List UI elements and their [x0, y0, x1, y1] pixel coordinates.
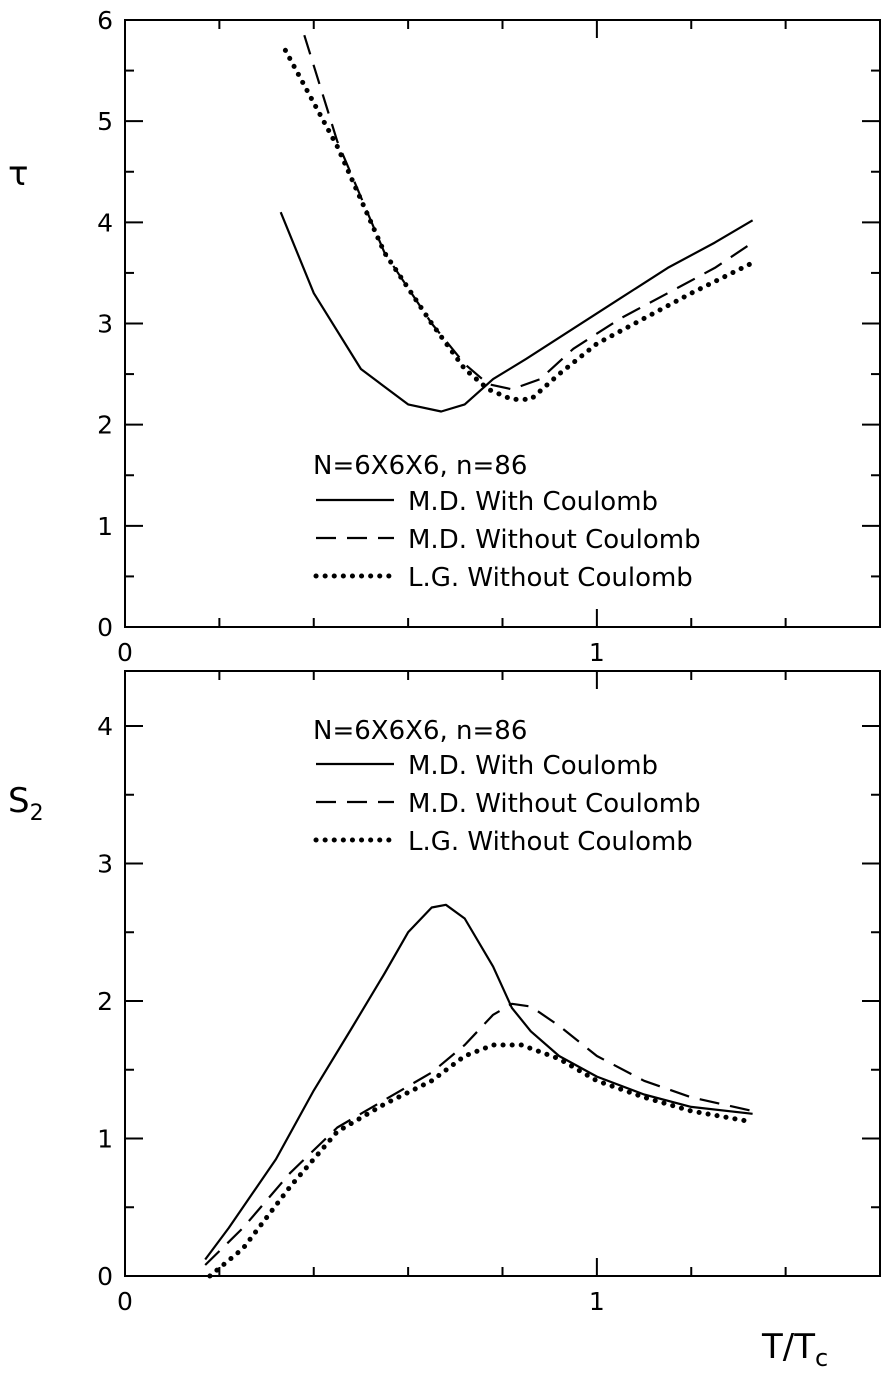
- tau-legend-label: M.D. Without Coulomb: [408, 525, 701, 555]
- tau-y-tick-label: 6: [97, 6, 113, 35]
- tau-y-tick-label: 2: [97, 411, 113, 440]
- x-axis-label: T/Tc: [761, 1327, 828, 1372]
- s2-legend-title: N=6X6X6, n=86: [313, 716, 527, 746]
- tau-legend-title: N=6X6X6, n=86: [313, 451, 527, 481]
- tau-y-tick-label: 1: [97, 512, 113, 541]
- tau-y-axis-label: τ: [8, 154, 28, 194]
- tau-y-tick-label: 0: [97, 613, 113, 642]
- tau-x-tick-label: 0: [117, 638, 133, 667]
- s2-series-dashed: [204, 1002, 753, 1266]
- tau-axis-ticks: 0 1 2 3 4 5 6 0 1: [97, 6, 880, 667]
- x-axis-label-sub: c: [815, 1344, 828, 1372]
- s2-y-tick-label: 2: [97, 987, 113, 1016]
- s2-x-tick-label: 0: [117, 1287, 133, 1316]
- s2-y-tick-label: 1: [97, 1125, 113, 1154]
- s2-x-tick-label: 1: [589, 1287, 605, 1316]
- tau-y-tick-label: 3: [97, 310, 113, 339]
- tau-series-dashed: [303, 34, 754, 391]
- s2-series-solid: [204, 903, 753, 1261]
- tau-y-tick-label: 5: [97, 107, 113, 136]
- tau-legend-label: L.G. Without Coulomb: [408, 563, 693, 593]
- s2-series: [204, 903, 756, 1279]
- tau-legend-label: M.D. With Coulomb: [408, 487, 658, 517]
- s2-y-axis-label-main: S: [8, 781, 30, 821]
- s2-series-dotted: [207, 1042, 756, 1279]
- tau-series-dotted: [282, 47, 756, 402]
- s2-y-tick-label: 3: [97, 850, 113, 879]
- s2-legend-label: L.G. Without Coulomb: [408, 827, 693, 857]
- x-axis-label-main: T/T: [761, 1327, 815, 1367]
- tau-panel: 0 1 2 3 4 5 6 0 1 τ N=6X6X6, n=86 M.D. With Coul…: [8, 6, 881, 667]
- tau-y-tick-label: 4: [97, 208, 113, 237]
- s2-y-axis-label-sub: 2: [30, 801, 44, 826]
- s2-y-tick-label: 0: [97, 1262, 113, 1291]
- tau-series-solid: [279, 211, 754, 413]
- s2-axis-ticks: 0 1 2 3 4 0 1: [97, 671, 880, 1316]
- s2-y-tick-label: 4: [97, 712, 113, 741]
- tau-x-tick-label: 1: [589, 638, 605, 667]
- s2-legend-label: M.D. With Coulomb: [408, 751, 658, 781]
- s2-legend-label: M.D. Without Coulomb: [408, 789, 701, 819]
- tau-legend: N=6X6X6, n=86 M.D. With Coulomb M.D. With…: [313, 451, 701, 593]
- s2-y-axis-label: S2: [8, 781, 44, 826]
- tau-series: [279, 34, 756, 413]
- s2-legend: N=6X6X6, n=86 M.D. With Coulomb M.D. With…: [313, 716, 701, 857]
